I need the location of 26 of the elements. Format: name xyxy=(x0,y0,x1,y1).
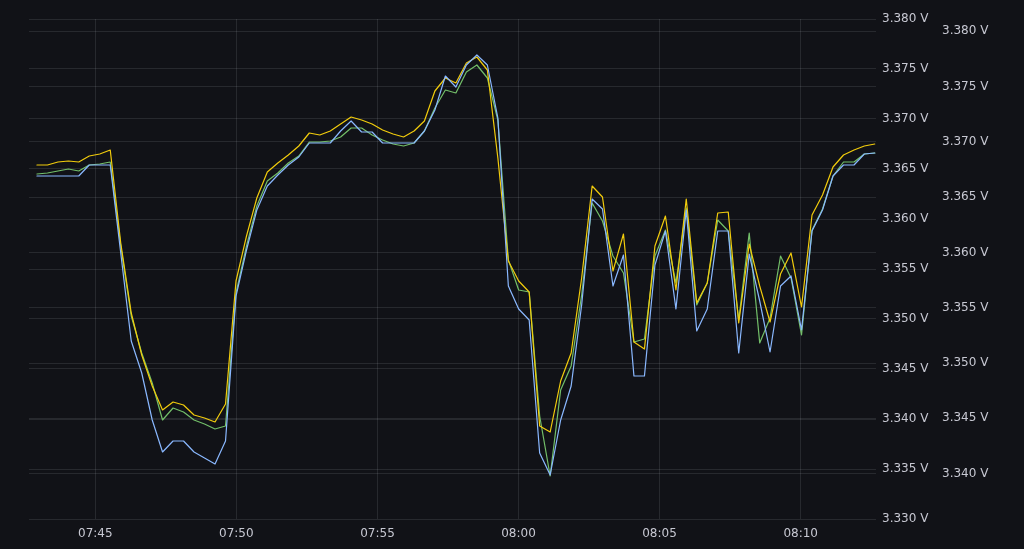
x-tick-label: 07:55 xyxy=(360,526,395,541)
x-tick-label: 07:45 xyxy=(78,526,113,541)
x-tick-label: 08:10 xyxy=(783,526,818,541)
y2-tick-label: 3.380 V xyxy=(942,23,990,38)
y-tick-label: 3.350 V xyxy=(882,311,930,326)
y2-tick-label: 3.340 V xyxy=(942,465,990,480)
y-tick-label: 3.380 V xyxy=(882,11,930,26)
y-tick-label: 3.330 V xyxy=(882,511,930,526)
y2-tick-label: 3.360 V xyxy=(942,244,990,259)
y2-tick-label: 3.375 V xyxy=(942,78,990,93)
y-tick-label: 3.345 V xyxy=(882,361,930,376)
y2-tick-label: 3.370 V xyxy=(942,133,990,148)
y-tick-label: 3.370 V xyxy=(882,111,930,126)
y-tick-label: 3.365 V xyxy=(882,161,930,176)
y2-tick-label: 3.350 V xyxy=(942,355,990,370)
y-tick-label: 3.360 V xyxy=(882,211,930,226)
y-tick-label: 3.375 V xyxy=(882,61,930,76)
y-tick-label: 3.355 V xyxy=(882,261,930,276)
y-tick-label: 3.340 V xyxy=(882,411,930,426)
y-tick-label: 3.335 V xyxy=(882,461,930,476)
x-tick-label: 07:50 xyxy=(219,526,254,541)
x-tick-label: 08:00 xyxy=(501,526,536,541)
y2-tick-label: 3.365 V xyxy=(942,189,990,204)
y2-tick-label: 3.355 V xyxy=(942,299,990,314)
y2-tick-label: 3.345 V xyxy=(942,410,990,425)
x-tick-label: 08:05 xyxy=(642,526,677,541)
